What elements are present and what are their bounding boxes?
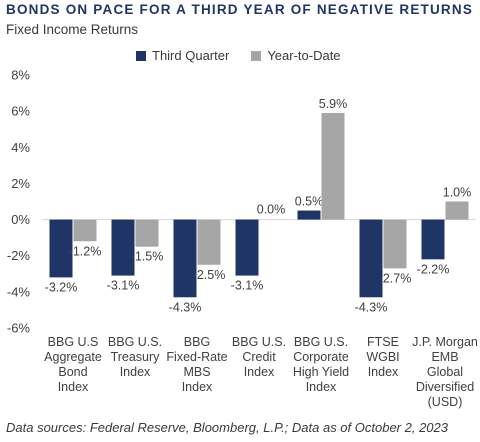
category-label: BBG (184, 335, 210, 349)
category-label: BBG U.S. (232, 335, 286, 349)
category-label: BBG U.S. (294, 335, 348, 349)
bar-third-quarter (173, 219, 197, 298)
y-tick-label: 2% (11, 176, 30, 191)
bar-third-quarter (111, 219, 135, 276)
legend-swatch-third-quarter (136, 50, 146, 61)
category-label: Index (120, 365, 151, 379)
category-label: (USD) (428, 395, 463, 409)
category-label: High Yield (293, 365, 349, 379)
data-label-year-to-date: 5.9% (319, 97, 348, 111)
category-label: Index (182, 380, 213, 394)
category-label: MBS (183, 365, 210, 379)
category-label: Corporate (293, 350, 349, 364)
data-label-third-quarter: -3.1% (107, 279, 140, 293)
category-label: Bond (58, 365, 87, 379)
data-label-third-quarter: -4.3% (355, 300, 388, 314)
bar-year-to-date (383, 219, 407, 269)
category-label: Index (368, 365, 399, 379)
y-tick-label: 0% (11, 212, 30, 227)
y-tick-label: 6% (11, 104, 30, 119)
category-label: Index (306, 380, 337, 394)
data-label-year-to-date: -1.5% (131, 250, 164, 264)
data-label-third-quarter: -3.1% (231, 279, 264, 293)
bar-year-to-date (321, 112, 345, 220)
chart-title: BONDS ON PACE FOR A THIRD YEAR OF NEGATI… (6, 2, 474, 17)
category-label: WGBI (366, 350, 399, 364)
data-label-third-quarter: -3.2% (45, 280, 78, 294)
category-label: Diversified (416, 380, 474, 394)
data-label-third-quarter: -2.2% (417, 262, 450, 276)
category-label: Aggregate (44, 350, 102, 364)
bar-year-to-date (445, 201, 469, 220)
category-label: Credit (242, 350, 276, 364)
data-label-year-to-date: -1.2% (69, 244, 102, 258)
category-label: BBG U.S (48, 335, 99, 349)
category-label: BBG U.S. (108, 335, 162, 349)
y-tick-label: -4% (7, 284, 31, 299)
data-label-year-to-date: -2.5% (193, 268, 226, 282)
bar-third-quarter (297, 210, 321, 220)
y-tick-label: 8% (11, 68, 30, 83)
category-label: EMB (431, 350, 458, 364)
legend-label-year-to-date: Year-to-Date (267, 48, 341, 63)
legend: Third Quarter Year-to-Date (136, 48, 363, 63)
legend-label-third-quarter: Third Quarter (152, 48, 230, 63)
data-label-year-to-date: 1.0% (443, 186, 472, 200)
bar-year-to-date (135, 219, 159, 247)
category-label: Index (244, 365, 275, 379)
y-tick-label: -2% (7, 248, 31, 263)
data-label-third-quarter: 0.5% (295, 195, 324, 209)
bar-year-to-date (197, 219, 221, 265)
legend-item-year-to-date: Year-to-Date (251, 48, 341, 63)
data-label-year-to-date: 0.0% (257, 203, 286, 217)
bar-third-quarter (421, 219, 445, 260)
category-label: J.P. Morgan (412, 335, 478, 349)
data-sources-note: Data sources: Federal Reserve, Bloomberg… (6, 420, 448, 435)
legend-swatch-year-to-date (251, 50, 262, 61)
bar-third-quarter (235, 219, 259, 276)
category-label: Treasury (111, 350, 161, 364)
bar-third-quarter (49, 219, 73, 278)
data-label-year-to-date: -2.7% (379, 271, 412, 285)
y-tick-label: -6% (7, 321, 31, 336)
legend-item-third-quarter: Third Quarter (136, 48, 229, 63)
category-label: FTSE (367, 335, 399, 349)
category-label: Fixed-Rate (166, 350, 227, 364)
data-label-third-quarter: -4.3% (169, 300, 202, 314)
category-label: Index (58, 380, 89, 394)
category-label: Global (427, 365, 463, 379)
bar-year-to-date (73, 219, 97, 242)
y-tick-label: 4% (11, 140, 30, 155)
chart-subtitle: Fixed Income Returns (6, 22, 139, 37)
bar-third-quarter (359, 219, 383, 298)
